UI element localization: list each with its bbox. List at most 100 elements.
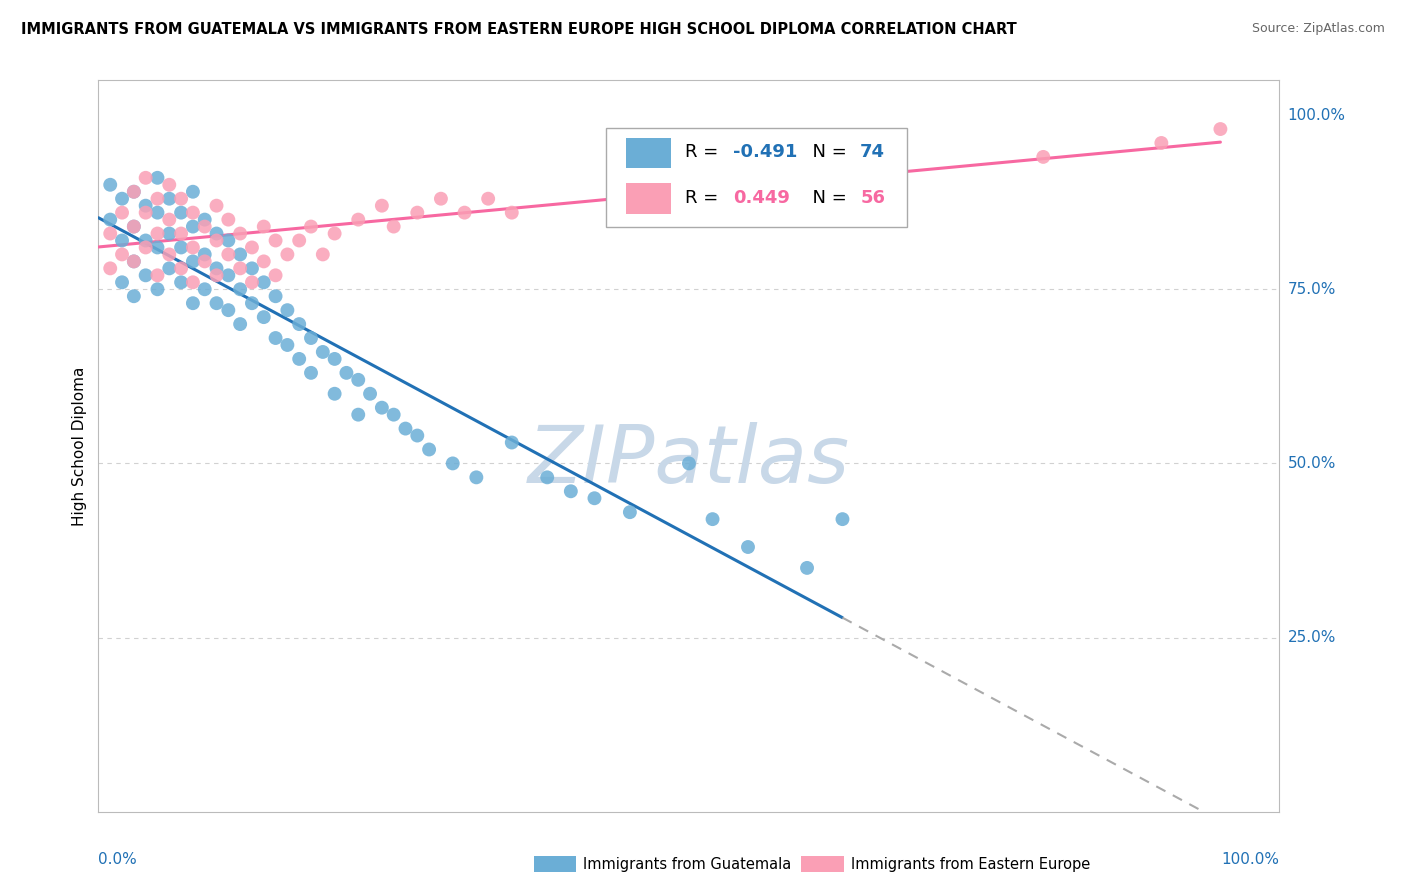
Text: 74: 74	[860, 144, 886, 161]
Point	[194, 212, 217, 227]
Point	[359, 386, 381, 401]
Point	[619, 505, 641, 519]
Point	[264, 289, 287, 303]
Point	[98, 261, 121, 276]
Point	[98, 227, 121, 241]
Point	[181, 205, 204, 219]
Point	[205, 199, 228, 213]
Point	[253, 219, 276, 234]
Point	[347, 408, 370, 422]
Point	[264, 268, 287, 283]
Point	[122, 185, 145, 199]
Point	[371, 199, 394, 213]
Point	[217, 234, 239, 248]
FancyBboxPatch shape	[626, 184, 671, 214]
Point	[394, 421, 416, 435]
Point	[135, 234, 157, 248]
Point	[229, 317, 252, 331]
Point	[194, 247, 217, 261]
Text: N =: N =	[801, 189, 852, 207]
Point	[170, 240, 193, 254]
Point	[737, 540, 759, 554]
Point	[441, 457, 464, 471]
Point	[205, 296, 228, 310]
Point	[135, 240, 157, 254]
Point	[135, 268, 157, 283]
Point	[157, 192, 180, 206]
Y-axis label: High School Diploma: High School Diploma	[72, 367, 87, 525]
Text: Immigrants from Eastern Europe: Immigrants from Eastern Europe	[851, 857, 1090, 871]
FancyBboxPatch shape	[626, 137, 671, 169]
Text: N =: N =	[801, 144, 852, 161]
Point	[702, 512, 724, 526]
Point	[122, 254, 145, 268]
Text: 0.0%: 0.0%	[98, 852, 138, 867]
Point	[418, 442, 440, 457]
Point	[1032, 150, 1054, 164]
Point	[122, 185, 145, 199]
Point	[276, 247, 298, 261]
Point	[146, 170, 169, 185]
Point	[406, 428, 429, 442]
Point	[240, 296, 263, 310]
Point	[205, 227, 228, 241]
Point	[146, 268, 169, 283]
Point	[205, 261, 228, 276]
Point	[146, 205, 169, 219]
Text: IMMIGRANTS FROM GUATEMALA VS IMMIGRANTS FROM EASTERN EUROPE HIGH SCHOOL DIPLOMA : IMMIGRANTS FROM GUATEMALA VS IMMIGRANTS …	[21, 22, 1017, 37]
Point	[288, 317, 311, 331]
Point	[737, 192, 759, 206]
Point	[111, 205, 134, 219]
Point	[299, 219, 322, 234]
Point	[111, 234, 134, 248]
Point	[312, 247, 335, 261]
Point	[217, 268, 239, 283]
Point	[122, 219, 145, 234]
Point	[181, 296, 204, 310]
Text: 25.0%: 25.0%	[1288, 630, 1336, 645]
Point	[1209, 122, 1232, 136]
Point	[796, 164, 818, 178]
FancyBboxPatch shape	[606, 128, 907, 227]
Point	[157, 261, 180, 276]
Point	[678, 178, 700, 192]
Point	[276, 303, 298, 318]
Point	[135, 205, 157, 219]
Point	[240, 275, 263, 289]
Point	[583, 491, 606, 506]
Point	[194, 254, 217, 268]
Point	[111, 275, 134, 289]
Point	[560, 484, 582, 499]
Point	[205, 268, 228, 283]
Point	[181, 240, 204, 254]
Text: 50.0%: 50.0%	[1288, 456, 1336, 471]
Point	[229, 282, 252, 296]
Point	[122, 219, 145, 234]
Point	[288, 234, 311, 248]
Point	[501, 205, 523, 219]
Point	[135, 199, 157, 213]
Text: R =: R =	[685, 144, 724, 161]
Text: ZIPatlas: ZIPatlas	[527, 422, 851, 500]
Point	[98, 178, 121, 192]
Point	[1150, 136, 1173, 150]
Point	[299, 331, 322, 345]
Point	[264, 234, 287, 248]
Point	[194, 219, 217, 234]
Point	[323, 351, 346, 366]
Point	[453, 205, 475, 219]
Point	[170, 261, 193, 276]
Point	[678, 457, 700, 471]
Point	[181, 275, 204, 289]
Point	[181, 185, 204, 199]
Point	[253, 275, 276, 289]
Point	[194, 282, 217, 296]
Text: R =: R =	[685, 189, 724, 207]
Point	[240, 240, 263, 254]
Point	[406, 205, 429, 219]
Point	[253, 254, 276, 268]
Point	[264, 331, 287, 345]
Point	[229, 227, 252, 241]
Point	[217, 247, 239, 261]
Text: 100.0%: 100.0%	[1222, 852, 1279, 867]
